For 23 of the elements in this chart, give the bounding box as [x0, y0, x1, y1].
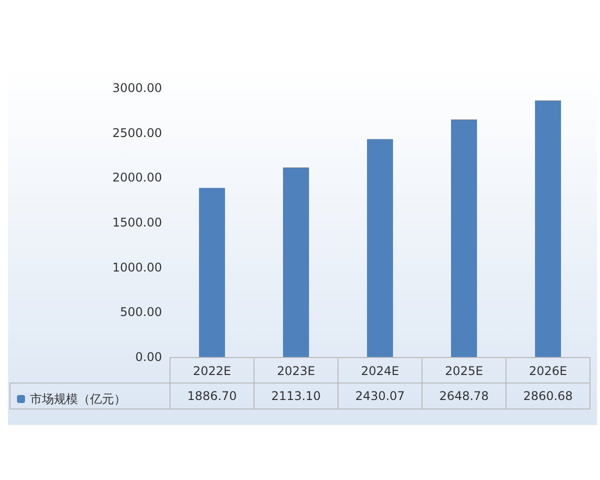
y-tick-label: 2500.00	[112, 126, 162, 140]
x-tick-label: 2023E	[276, 364, 316, 378]
x-tick-label: 2024E	[360, 364, 400, 378]
x-tick-label: 2026E	[528, 364, 568, 378]
y-tick-label: 1500.00	[112, 216, 162, 230]
x-tick-label: 2025E	[444, 364, 484, 378]
y-tick-label: 1000.00	[112, 260, 162, 274]
x-tick-label: 2022E	[192, 364, 232, 378]
y-tick-label: 0.00	[135, 350, 162, 364]
data-label: 2648.78	[439, 389, 489, 403]
y-tick-label: 3000.00	[112, 81, 162, 95]
data-label: 1886.70	[187, 389, 237, 403]
data-label: 2113.10	[271, 389, 321, 403]
bar	[451, 119, 477, 357]
data-label: 2860.68	[523, 389, 573, 403]
bar	[283, 168, 309, 357]
legend-label: 市场规模（亿元）	[30, 392, 126, 406]
data-label: 2430.07	[355, 389, 405, 403]
y-tick-label: 2000.00	[112, 170, 162, 185]
y-tick-label: 500.00	[120, 305, 162, 320]
bar	[199, 188, 225, 357]
bar	[367, 139, 393, 357]
bar	[535, 100, 561, 357]
